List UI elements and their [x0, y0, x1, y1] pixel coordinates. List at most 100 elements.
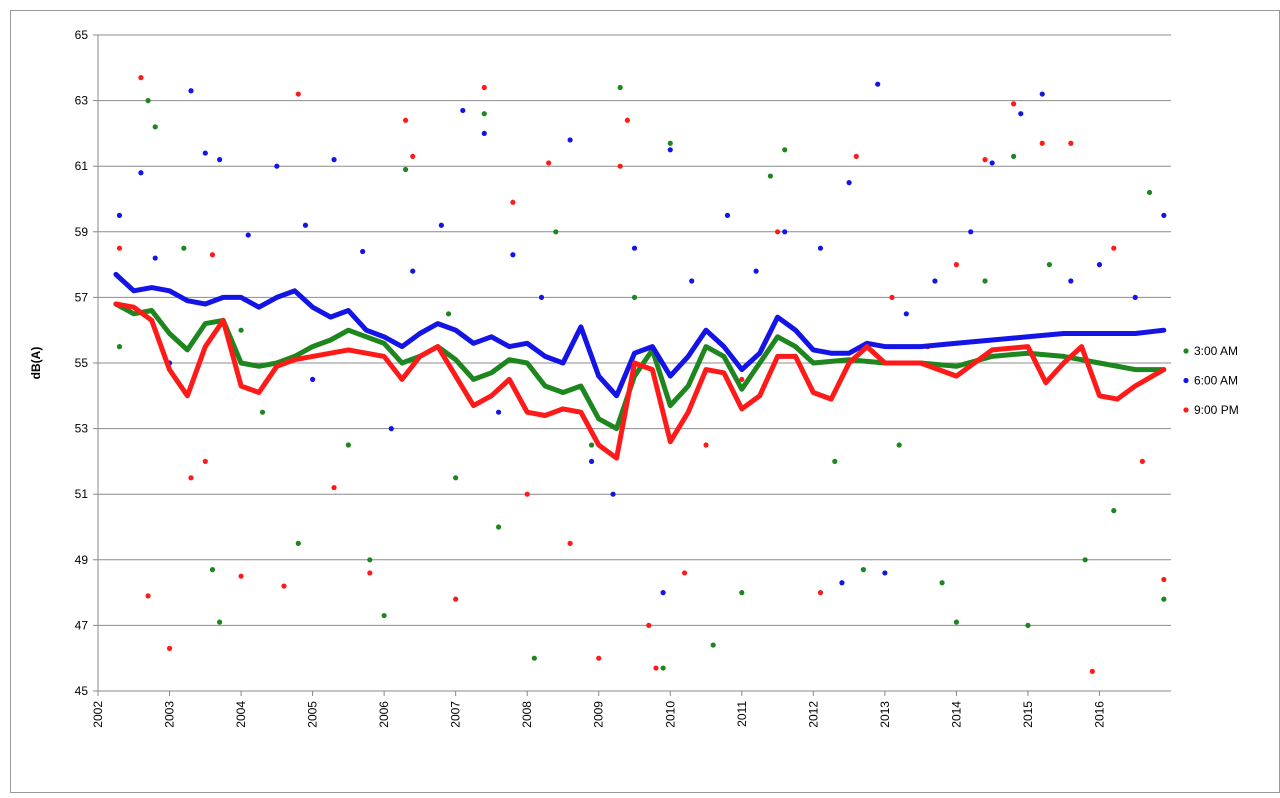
data-point	[553, 229, 559, 235]
data-point	[767, 173, 774, 179]
data-point	[1025, 622, 1031, 629]
data-point	[367, 557, 373, 563]
data-point	[445, 311, 452, 317]
data-point	[145, 593, 151, 599]
data-point	[145, 98, 151, 104]
data-point	[1132, 294, 1138, 300]
legend-label: 6:00 AM	[1194, 374, 1238, 388]
data-point	[567, 137, 573, 143]
y-tick-label: 45	[75, 684, 89, 698]
data-point	[860, 567, 867, 573]
data-point	[531, 655, 537, 661]
data-point	[1111, 245, 1117, 251]
data-point	[739, 590, 745, 596]
x-tick-label: 2003	[163, 701, 177, 728]
data-point	[295, 91, 301, 97]
data-point	[1039, 140, 1045, 146]
data-point	[1139, 458, 1145, 464]
data-point	[631, 294, 638, 300]
data-point	[274, 163, 280, 169]
data-point	[939, 580, 945, 586]
data-point	[331, 157, 337, 163]
y-tick-label: 51	[75, 487, 89, 501]
data-point	[681, 570, 688, 576]
data-point	[481, 84, 487, 91]
data-point	[481, 111, 487, 117]
data-point	[217, 619, 223, 625]
x-tick-label: 2009	[592, 701, 606, 728]
data-point	[1011, 153, 1017, 159]
data-point	[238, 327, 244, 333]
data-point	[510, 252, 516, 258]
data-point	[116, 245, 123, 251]
x-tick-label: 2002	[91, 701, 105, 728]
data-point	[1111, 508, 1117, 514]
data-point	[181, 245, 187, 251]
data-point	[360, 248, 366, 255]
data-point	[710, 642, 716, 648]
y-tick-label: 55	[75, 356, 89, 370]
x-tick-label: 2013	[878, 701, 892, 728]
data-point	[853, 153, 859, 159]
data-point	[646, 622, 652, 629]
data-point	[832, 458, 838, 464]
data-point	[453, 596, 459, 602]
data-point	[982, 278, 988, 284]
data-point	[166, 645, 173, 651]
data-point	[989, 160, 995, 166]
data-point	[481, 130, 487, 136]
data-point	[982, 157, 988, 163]
legend-marker	[1183, 377, 1189, 384]
data-point	[903, 311, 909, 317]
x-tick-label: 2004	[234, 701, 248, 728]
data-point	[739, 376, 745, 382]
data-point	[774, 229, 781, 235]
data-point	[410, 153, 416, 159]
data-point	[138, 170, 144, 176]
data-point	[846, 180, 852, 186]
data-point	[217, 157, 223, 163]
legend-label: 3:00 AM	[1194, 344, 1238, 358]
x-tick-label: 2016	[1092, 701, 1106, 728]
data-point	[345, 442, 351, 448]
legend-marker	[1183, 348, 1189, 354]
data-point	[388, 426, 394, 432]
legend-label: 9:00 PM	[1194, 403, 1239, 417]
data-point	[782, 229, 788, 235]
chart-frame	[10, 10, 1280, 793]
data-point	[896, 442, 902, 448]
data-point	[302, 222, 309, 228]
data-point	[1146, 189, 1153, 196]
data-point	[1011, 101, 1017, 107]
data-point	[209, 567, 216, 573]
data-point	[624, 117, 630, 123]
data-point	[1089, 668, 1095, 674]
data-point	[510, 199, 516, 205]
data-point	[331, 485, 337, 491]
data-point	[567, 540, 573, 547]
trend-line	[113, 271, 1167, 399]
data-point	[753, 268, 759, 274]
trend-line	[113, 301, 1167, 432]
data-point	[381, 612, 387, 619]
data-point	[1096, 262, 1103, 268]
data-point	[1161, 576, 1167, 583]
data-point	[402, 166, 409, 173]
data-point	[1161, 212, 1167, 218]
data-point	[660, 665, 666, 671]
data-point	[617, 84, 623, 91]
y-tick-label: 49	[75, 553, 89, 567]
data-point	[188, 88, 194, 94]
data-point	[889, 294, 895, 300]
data-point	[1068, 278, 1074, 284]
legend-marker	[1183, 407, 1189, 413]
data-point	[882, 570, 888, 576]
data-point	[703, 442, 709, 448]
x-tick-label: 2005	[306, 701, 320, 728]
data-point	[588, 458, 595, 464]
data-point	[932, 278, 938, 284]
data-point	[588, 442, 595, 448]
data-point	[402, 117, 409, 123]
